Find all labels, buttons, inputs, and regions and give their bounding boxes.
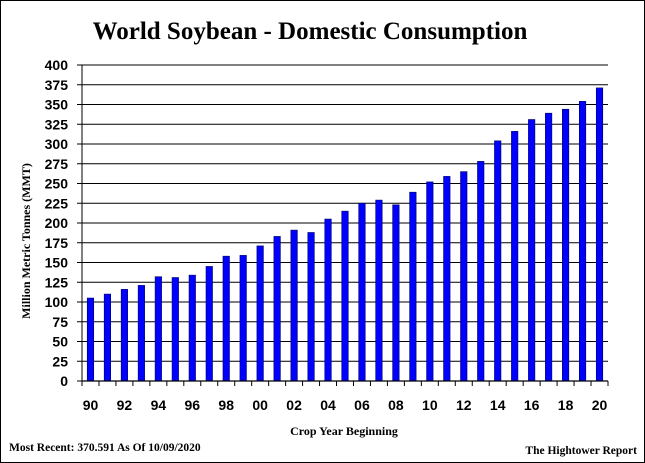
bar — [154, 276, 162, 382]
bars — [86, 87, 604, 382]
y-tick-label: 225 — [45, 195, 69, 211]
bar — [273, 236, 281, 382]
y-tick-label: 25 — [52, 353, 68, 369]
x-tick-label: 14 — [490, 397, 506, 413]
x-tick-label: 20 — [592, 397, 608, 413]
y-tick-label: 200 — [45, 215, 69, 231]
y-tick-label: 100 — [45, 294, 69, 310]
y-tick-label: 375 — [45, 77, 69, 93]
bar — [222, 255, 230, 382]
bar — [307, 232, 315, 382]
bar — [188, 274, 196, 382]
bar — [171, 277, 179, 382]
x-tick-label: 12 — [456, 397, 472, 413]
bar — [137, 285, 145, 382]
bar — [562, 108, 570, 382]
bar — [392, 204, 400, 382]
y-tick-label: 325 — [45, 116, 69, 132]
bar — [426, 181, 434, 382]
x-axis-label: Crop Year Beginning — [290, 424, 398, 438]
x-tick-label: 02 — [286, 397, 302, 413]
y-tick-label: 350 — [45, 97, 69, 113]
x-tick-label: 16 — [524, 397, 540, 413]
x-tick-label: 18 — [558, 397, 574, 413]
x-tick-label: 94 — [151, 397, 167, 413]
x-tick-label: 06 — [354, 397, 370, 413]
y-tick-label: 50 — [52, 334, 68, 350]
bar — [103, 293, 111, 382]
chart-title: World Soybean - Domestic Consumption — [93, 18, 528, 45]
y-tick-label: 125 — [45, 274, 69, 290]
y-tick-label: 275 — [45, 156, 69, 172]
x-tick-label: 08 — [388, 397, 404, 413]
bar — [358, 202, 366, 382]
bar — [239, 255, 247, 382]
bar — [494, 140, 502, 382]
bar — [460, 171, 468, 382]
x-tick-label: 10 — [422, 397, 438, 413]
bar — [205, 266, 213, 382]
bar — [443, 176, 451, 382]
y-tick-label: 300 — [45, 136, 69, 152]
x-tick-labels: 90 92 94 96 98 00 02 04 06 08 10 12 14 16 18 20 — [83, 397, 608, 413]
footer-source: The Hightower Report — [525, 445, 637, 457]
y-tick-label: 250 — [45, 176, 69, 192]
x-tick-label: 92 — [117, 397, 133, 413]
footer-most-recent: Most Recent: 370.591 As Of 10/09/2020 — [9, 442, 201, 454]
bar — [528, 119, 536, 382]
x-tick-label: 04 — [320, 397, 336, 413]
bar — [120, 289, 128, 382]
y-tick-labels: 0 25 50 75 100 125 150 175 200 225 250 275 300 325 350… — [45, 57, 69, 389]
bar — [477, 161, 485, 382]
bar — [511, 131, 519, 382]
y-tick-label: 0 — [60, 373, 68, 389]
y-tick-label: 75 — [52, 314, 68, 330]
bar — [375, 199, 383, 382]
y-tick-label: 175 — [45, 235, 69, 251]
bar — [290, 229, 298, 382]
x-tick-label: 96 — [185, 397, 201, 413]
bar — [545, 112, 553, 382]
x-tick-label: 90 — [83, 397, 99, 413]
axes — [77, 64, 609, 386]
y-axis-label: Million Metric Tonnes (MMT) — [19, 163, 33, 319]
bar — [578, 101, 587, 382]
bar — [409, 191, 417, 382]
x-tick-label: 00 — [252, 397, 268, 413]
bar — [595, 87, 604, 382]
x-tick-label: 98 — [218, 397, 234, 413]
y-tick-label: 150 — [45, 255, 69, 271]
bar — [256, 245, 264, 382]
y-tick-label: 400 — [45, 57, 69, 73]
bar — [324, 218, 332, 382]
bar — [86, 297, 95, 382]
bar — [341, 210, 349, 382]
